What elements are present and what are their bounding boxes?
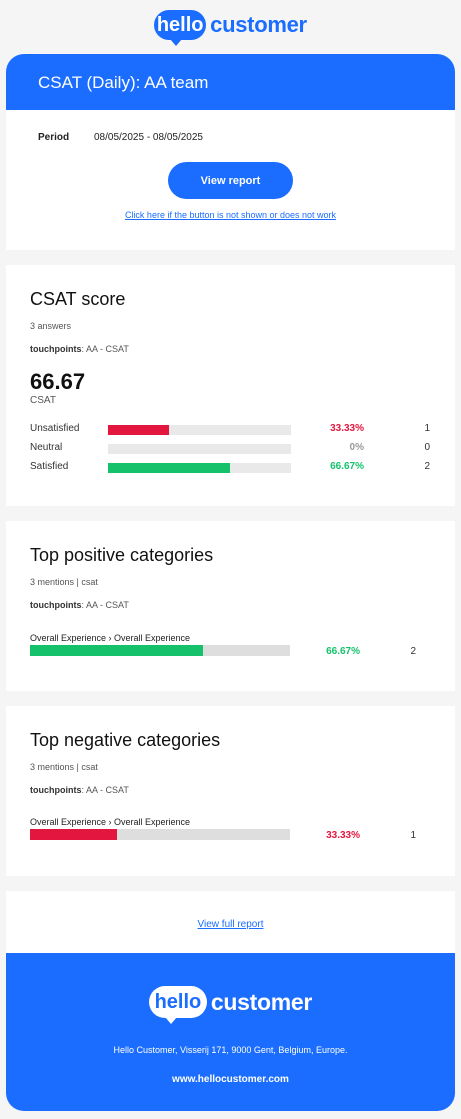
period-label: Period xyxy=(38,132,70,143)
logo-bubble: hello xyxy=(148,986,207,1024)
category-row: Overall Experience › Overall Experience … xyxy=(30,817,430,847)
distribution-fill xyxy=(108,463,230,473)
touchpoints-label: touchpoints xyxy=(30,785,82,795)
section-title: Top positive categories xyxy=(30,545,214,565)
distribution-count: 2 xyxy=(424,461,430,472)
category-track xyxy=(30,829,290,840)
touchpoints-line: touchpoints: AA - CSAT xyxy=(30,344,129,354)
distribution-track xyxy=(108,444,291,454)
distribution-track xyxy=(108,425,291,435)
answers-count: 3 answers xyxy=(30,321,72,331)
period-value: 08/05/2025 - 08/05/2025 xyxy=(94,132,203,143)
full-report-card: View full report xyxy=(6,891,455,953)
logo-word: customer xyxy=(210,12,307,37)
logo-word: customer xyxy=(210,988,313,1015)
mentions-count: 3 mentions | csat xyxy=(30,577,98,587)
category-track xyxy=(30,645,290,656)
category-count: 2 xyxy=(410,646,416,657)
category-name: Overall Experience › Overall Experience xyxy=(30,633,191,643)
touchpoints-label: touchpoints xyxy=(30,600,82,610)
distribution-label: Satisfied xyxy=(30,461,69,472)
category-row: Overall Experience › Overall Experience … xyxy=(30,633,430,663)
distribution-fill xyxy=(108,425,169,435)
category-name: Overall Experience › Overall Experience xyxy=(30,817,191,827)
view-report-button[interactable]: View report xyxy=(168,162,293,199)
brand-logo: hello customer xyxy=(0,9,461,46)
report-header: CSAT (Daily): AA team xyxy=(6,54,455,110)
category-count: 1 xyxy=(410,830,416,841)
footer-logo: hello customer xyxy=(6,985,455,1024)
distribution-row: Satisfied 66.67% 2 xyxy=(30,461,430,475)
section-title: CSAT score xyxy=(30,289,126,309)
period-row: Period 08/05/2025 - 08/05/2025 xyxy=(38,132,203,143)
touchpoints-value: : AA - CSAT xyxy=(81,344,129,354)
footer: hello customer Hello Customer, Visserij … xyxy=(6,953,455,1111)
footer-address: Hello Customer, Visserij 171, 9000 Gent,… xyxy=(113,1045,348,1055)
csat-score-card: CSAT score 3 answers touchpoints: AA - C… xyxy=(6,265,455,506)
view-full-report-link[interactable]: View full report xyxy=(197,919,264,930)
touchpoints-value: : AA - CSAT xyxy=(81,600,129,610)
touchpoints-label: touchpoints xyxy=(30,344,82,354)
distribution-label: Unsatisfied xyxy=(30,423,80,434)
touchpoints-line: touchpoints: AA - CSAT xyxy=(30,600,129,610)
distribution-percent: 0% xyxy=(349,442,364,453)
top-negative-card: Top negative categories 3 mentions | csa… xyxy=(6,706,455,876)
category-fill xyxy=(30,645,204,656)
category-fill xyxy=(30,829,117,840)
fallback-link[interactable]: Click here if the button is not shown or… xyxy=(124,210,337,220)
distribution-row: Unsatisfied 33.33% 1 xyxy=(30,423,430,437)
touchpoints-value: : AA - CSAT xyxy=(81,785,129,795)
touchpoints-line: touchpoints: AA - CSAT xyxy=(30,785,129,795)
distribution-percent: 66.67% xyxy=(330,461,364,472)
score-unit: CSAT xyxy=(30,395,56,406)
logo-bubble: hello xyxy=(154,10,207,46)
distribution-count: 0 xyxy=(424,442,430,453)
category-percent: 66.67% xyxy=(326,646,360,657)
distribution-track xyxy=(108,463,291,473)
mentions-count: 3 mentions | csat xyxy=(30,762,98,772)
top-positive-card: Top positive categories 3 mentions | csa… xyxy=(6,521,455,691)
category-percent: 33.33% xyxy=(326,830,360,841)
report-title: CSAT (Daily): AA team xyxy=(38,73,209,92)
period-card: Period 08/05/2025 - 08/05/2025 View repo… xyxy=(6,110,455,250)
distribution-percent: 33.33% xyxy=(330,423,364,434)
distribution-label: Neutral xyxy=(30,442,63,453)
distribution-row: Neutral 0% 0 xyxy=(30,442,430,456)
section-title: Top negative categories xyxy=(30,730,221,750)
footer-website-link[interactable]: www.hellocustomer.com xyxy=(172,1074,289,1085)
score-value: 66.67 xyxy=(30,369,86,394)
distribution-count: 1 xyxy=(424,423,430,434)
